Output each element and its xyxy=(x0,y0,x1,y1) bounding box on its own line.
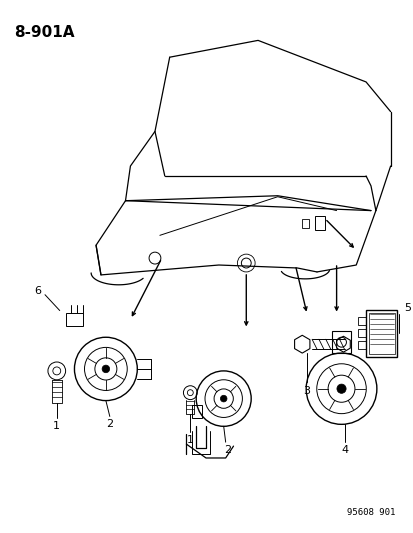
Bar xyxy=(357,341,365,349)
Bar xyxy=(65,312,83,326)
Text: 95608 901: 95608 901 xyxy=(347,508,394,518)
Bar xyxy=(301,219,309,229)
Bar xyxy=(314,215,324,230)
Text: 1: 1 xyxy=(186,435,193,445)
Text: 4: 4 xyxy=(341,445,348,455)
Text: 1: 1 xyxy=(53,421,60,431)
Bar xyxy=(368,312,394,354)
Bar xyxy=(331,332,351,353)
Bar xyxy=(357,318,365,325)
Circle shape xyxy=(336,384,345,393)
Text: 3: 3 xyxy=(303,386,310,395)
Text: 5: 5 xyxy=(403,303,410,312)
Text: 2: 2 xyxy=(223,445,230,455)
Circle shape xyxy=(220,395,226,402)
Circle shape xyxy=(102,365,109,373)
Bar xyxy=(192,405,202,418)
Text: 2: 2 xyxy=(106,419,113,430)
Text: 8-901A: 8-901A xyxy=(14,25,75,39)
Bar xyxy=(357,329,365,337)
Text: 6: 6 xyxy=(35,286,42,296)
Bar xyxy=(365,310,396,357)
